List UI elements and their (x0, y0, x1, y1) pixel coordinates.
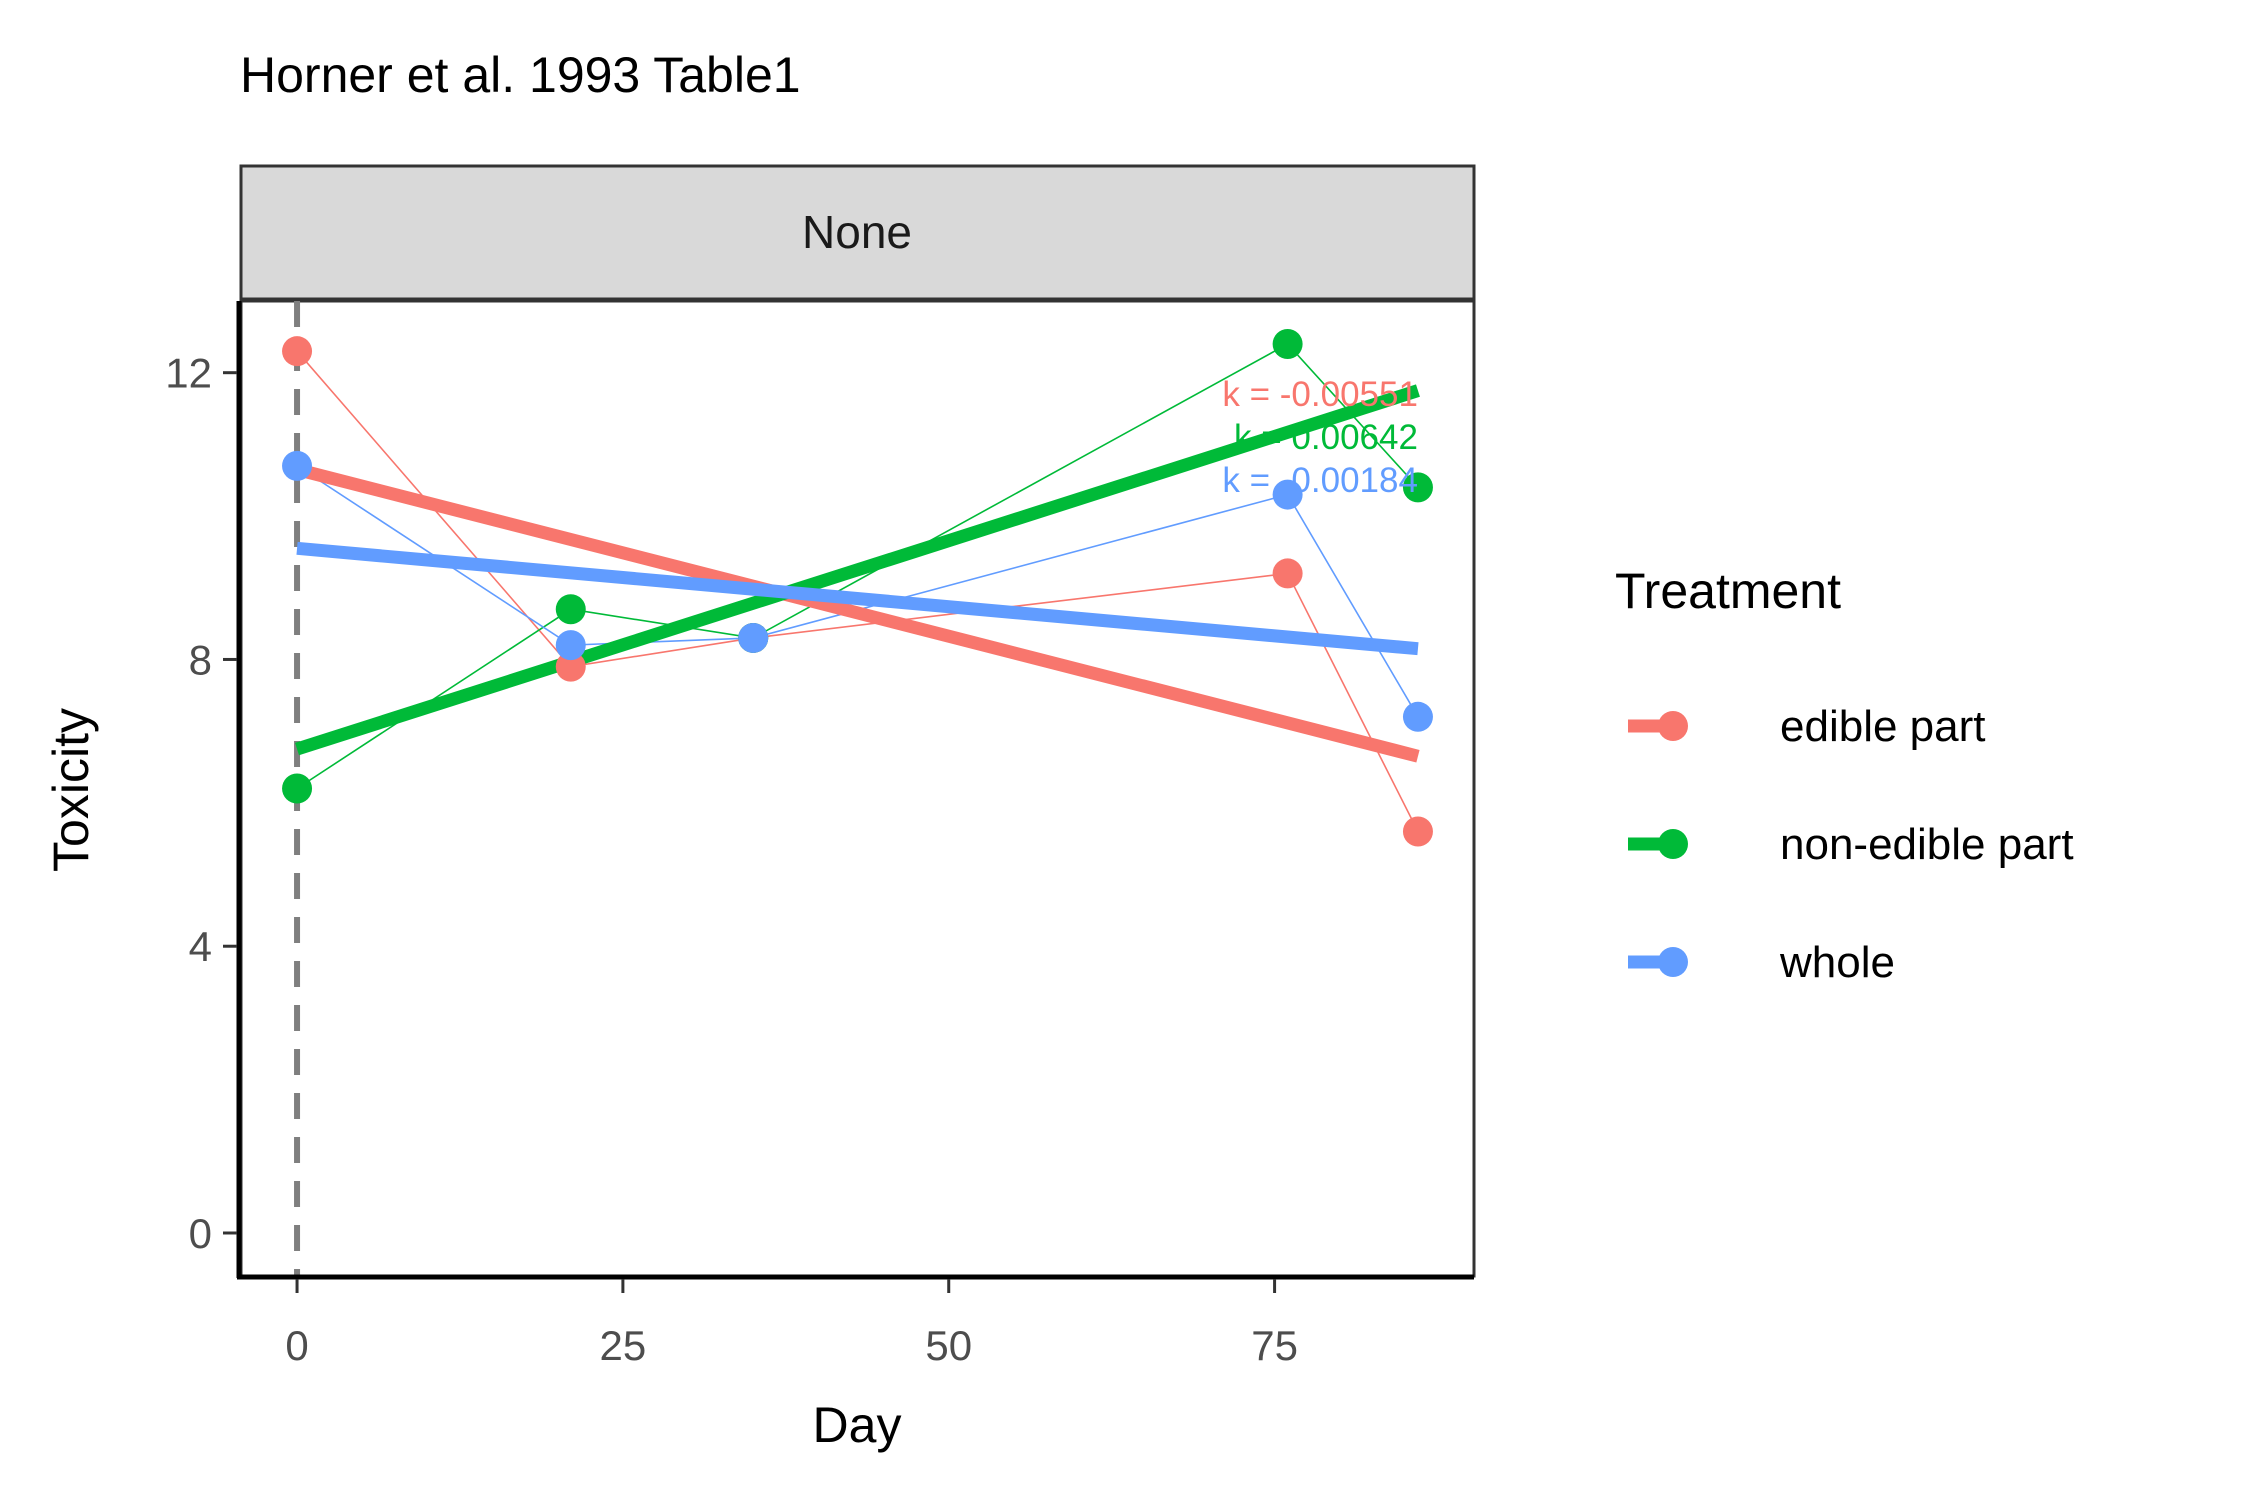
y-tick-label-12: 12 (165, 350, 212, 397)
facet-strip (239, 164, 1476, 301)
legend: edible part non-edible part whole (1628, 702, 2074, 987)
data-point-whole-0 (282, 450, 313, 481)
data-point-whole-3 (1272, 479, 1303, 510)
legend-label-non-edible-part: non-edible part (1780, 820, 2074, 869)
legend-label-edible-part: edible part (1780, 702, 1985, 751)
x-axis-title: Day (813, 1397, 902, 1453)
annotation-whole: k = -0.00184 (1222, 461, 1418, 500)
data-point-edible-part-3 (1272, 558, 1303, 589)
y-tick-label-0: 0 (189, 1210, 212, 1257)
legend-title: Treatment (1615, 563, 1841, 619)
legend-key-point-edible-part (1658, 711, 1688, 741)
data-point-non-edible-part-1 (555, 594, 586, 625)
data-point-edible-part-1 (555, 651, 586, 682)
legend-key-point-non-edible-part (1658, 829, 1688, 859)
plot-panel (239, 299, 1476, 1278)
legend-key-point-whole (1658, 947, 1688, 977)
trend-line-whole (296, 541, 1419, 656)
legend-label-whole: whole (1779, 938, 1895, 987)
data-point-edible-part-0 (282, 336, 313, 367)
x-tick-label-25: 25 (600, 1322, 647, 1369)
chart-title: Horner et al. 1993 Table1 (240, 47, 801, 103)
x-tick-label-50: 50 (925, 1322, 972, 1369)
trend-line-non-edible-part (295, 384, 1420, 756)
data-point-non-edible-part-3 (1272, 329, 1303, 360)
y-axis-title: Toxicity (43, 708, 99, 872)
annotation-non-edible-part: k = 0.00642 (1234, 418, 1418, 457)
x-tick-label-75: 75 (1251, 1322, 1298, 1369)
x-axis-ticks: 0 25 50 75 (285, 1279, 1298, 1369)
facet-strip-label: None (802, 206, 912, 258)
data-point-whole-2 (738, 622, 769, 653)
annotations-layer: k = -0.00551 k = 0.00642 k = -0.00184 (1222, 375, 1418, 500)
data-point-non-edible-part-0 (282, 773, 313, 804)
data-point-whole-1 (555, 630, 586, 661)
data-point-non-edible-part-4 (1402, 472, 1433, 503)
data-point-whole-4 (1402, 701, 1433, 732)
x-tick-label-0: 0 (285, 1322, 308, 1369)
annotation-edible-part: k = -0.00551 (1222, 375, 1418, 414)
trend-line-edible-part (295, 463, 1420, 763)
y-tick-label-4: 4 (189, 923, 212, 970)
trend-lines-layer (295, 384, 1420, 763)
y-axis-ticks: 0 4 8 12 (165, 350, 237, 1257)
data-point-edible-part-4 (1402, 816, 1433, 847)
y-tick-label-8: 8 (189, 636, 212, 683)
data-points-layer (282, 329, 1433, 847)
